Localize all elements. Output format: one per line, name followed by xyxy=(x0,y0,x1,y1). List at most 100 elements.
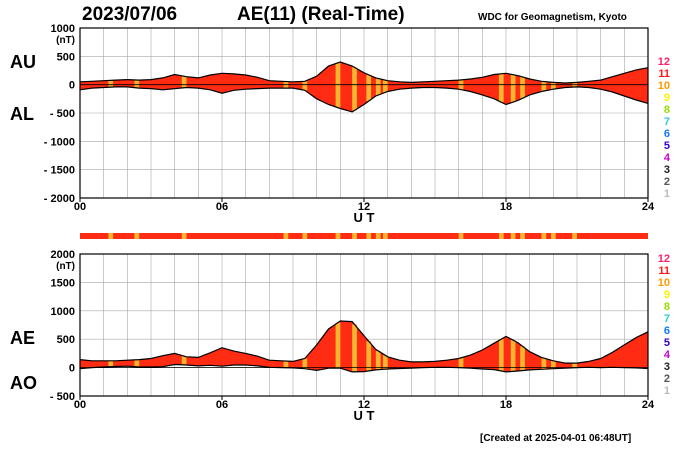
highlight-strip-lower-9 xyxy=(382,355,388,370)
x-axis-label-lower: U T xyxy=(354,408,375,423)
highlight-strip-upper-15 xyxy=(550,82,556,90)
station-bar xyxy=(80,233,648,239)
legend-station-count-lower-2: 2 xyxy=(664,373,670,385)
station-bar-highlight-13 xyxy=(520,233,525,239)
organization-label: WDC for Geomagnetism, Kyoto xyxy=(478,12,627,23)
station-bar-highlight-7 xyxy=(366,233,372,239)
legend-station-count-lower-7: 7 xyxy=(664,313,670,325)
y-unit-upper: (nT) xyxy=(56,35,75,46)
station-bar-highlight-3 xyxy=(283,233,289,239)
highlight-strip-upper-8 xyxy=(375,78,381,96)
y-tick-label-upper-2: 0 xyxy=(69,80,75,92)
station-bar-highlight-2 xyxy=(181,233,187,239)
series-line-ao xyxy=(79,363,649,373)
legend-station-count-lower-12: 12 xyxy=(658,253,670,265)
highlight-strip-lower-15 xyxy=(550,360,556,369)
highlight-strip-lower-2 xyxy=(181,356,187,365)
highlight-strip-upper-1 xyxy=(134,80,140,88)
x-tick-label-upper-3: 18 xyxy=(500,201,512,213)
highlight-strip-upper-6 xyxy=(352,67,357,111)
x-tick-label-lower-1: 06 xyxy=(216,399,228,411)
highlight-strip-upper-5 xyxy=(335,62,341,108)
highlight-strip-lower-3 xyxy=(283,361,289,368)
legend-station-count-lower-9: 9 xyxy=(664,289,670,301)
highlight-strip-lower-11 xyxy=(498,339,504,371)
y-tick-label-lower-5: - 500 xyxy=(50,391,75,403)
legend-station-count-upper-5: 5 xyxy=(664,140,670,152)
highlight-strip-lower-4 xyxy=(302,358,308,369)
legend-station-count-upper-8: 8 xyxy=(664,104,670,116)
series-label-ae: AE xyxy=(10,328,36,348)
series-line-au xyxy=(79,61,649,84)
station-bar-highlight-14 xyxy=(541,233,547,239)
series-line-al xyxy=(79,86,649,113)
legend-station-count-upper-3: 3 xyxy=(664,164,670,176)
y-tick-label-lower-0: 2000 xyxy=(51,249,75,261)
legend-station-count-upper-6: 6 xyxy=(664,128,670,140)
highlight-strip-upper-14 xyxy=(541,81,547,92)
y-tick-label-upper-1: 500 xyxy=(57,51,75,63)
chart-title-date: 2023/07/06 xyxy=(82,4,178,25)
highlight-strip-upper-7 xyxy=(366,74,372,102)
legend-station-count-lower-8: 8 xyxy=(664,301,670,313)
highlight-strip-lower-8 xyxy=(375,350,381,370)
highlight-strip-lower-6 xyxy=(352,324,357,372)
station-bar-highlight-11 xyxy=(498,233,504,239)
highlight-strip-lower-12 xyxy=(510,340,516,372)
x-tick-label-upper-0: 00 xyxy=(74,201,86,213)
y-tick-label-upper-6: - 2000 xyxy=(44,193,75,205)
x-tick-label-upper-2: 12 xyxy=(358,201,370,213)
legend-station-count-lower-6: 6 xyxy=(664,325,670,337)
y-tick-label-upper-0: 1000 xyxy=(51,23,75,35)
legend-station-count-upper-7: 7 xyxy=(664,116,670,128)
series-label-al: AL xyxy=(10,104,34,124)
station-bar-highlight-10 xyxy=(458,233,464,239)
highlight-strip-lower-0 xyxy=(108,360,114,367)
highlight-strip-lower-16 xyxy=(572,363,577,368)
station-bar-highlight-6 xyxy=(352,233,357,239)
legend-station-count-upper-10: 10 xyxy=(658,80,670,92)
legend-station-count-upper-2: 2 xyxy=(664,176,670,188)
legend-station-count-lower-4: 4 xyxy=(664,349,671,361)
x-tick-label-lower-3: 18 xyxy=(500,399,512,411)
legend-station-count-upper-1: 1 xyxy=(664,188,670,200)
y-tick-label-lower-4: 0 xyxy=(69,363,75,375)
y-tick-label-lower-2: 1000 xyxy=(51,306,75,318)
station-bar-highlight-5 xyxy=(335,233,341,239)
legend-station-count-upper-9: 9 xyxy=(664,92,670,104)
station-bar-highlight-16 xyxy=(572,233,577,239)
highlight-strip-lower-14 xyxy=(541,358,547,370)
legend-station-count-lower-11: 11 xyxy=(658,265,670,277)
highlight-strip-upper-12 xyxy=(510,74,516,103)
station-bar-highlight-0 xyxy=(108,233,114,239)
highlight-strip-upper-11 xyxy=(498,73,504,103)
station-bar-highlight-1 xyxy=(134,233,140,239)
station-bar-highlight-15 xyxy=(550,233,556,239)
x-axis-label-upper: U T xyxy=(354,210,375,225)
highlight-strip-upper-13 xyxy=(520,76,525,99)
x-tick-label-lower-2: 12 xyxy=(358,399,370,411)
series-line-ae xyxy=(79,320,649,364)
y-tick-label-lower-3: 500 xyxy=(57,334,75,346)
y-unit-lower: (nT) xyxy=(56,261,75,272)
legend-station-count-lower-10: 10 xyxy=(658,277,670,289)
x-tick-label-upper-4: 24 xyxy=(642,201,655,213)
y-tick-label-upper-5: - 1500 xyxy=(44,165,75,177)
y-tick-label-upper-3: - 500 xyxy=(50,108,75,120)
highlight-strip-lower-10 xyxy=(458,357,464,368)
created-timestamp: [Created at 2025-04-01 06:48UT] xyxy=(480,433,632,444)
area-fill-upper xyxy=(80,62,648,112)
highlight-strip-lower-13 xyxy=(520,346,525,371)
station-bar-highlight-12 xyxy=(510,233,516,239)
series-label-ao: AO xyxy=(10,373,37,393)
highlight-strip-upper-0 xyxy=(108,80,114,88)
series-label-au: AU xyxy=(10,52,36,72)
legend-station-count-upper-4: 4 xyxy=(664,152,671,164)
station-bar-highlight-8 xyxy=(375,233,381,239)
area-fill-lower xyxy=(80,321,648,372)
legend-station-count-lower-1: 1 xyxy=(664,385,670,397)
x-tick-label-lower-4: 24 xyxy=(642,399,655,411)
highlight-strip-lower-7 xyxy=(366,341,372,371)
station-bar-highlight-4 xyxy=(302,233,308,239)
